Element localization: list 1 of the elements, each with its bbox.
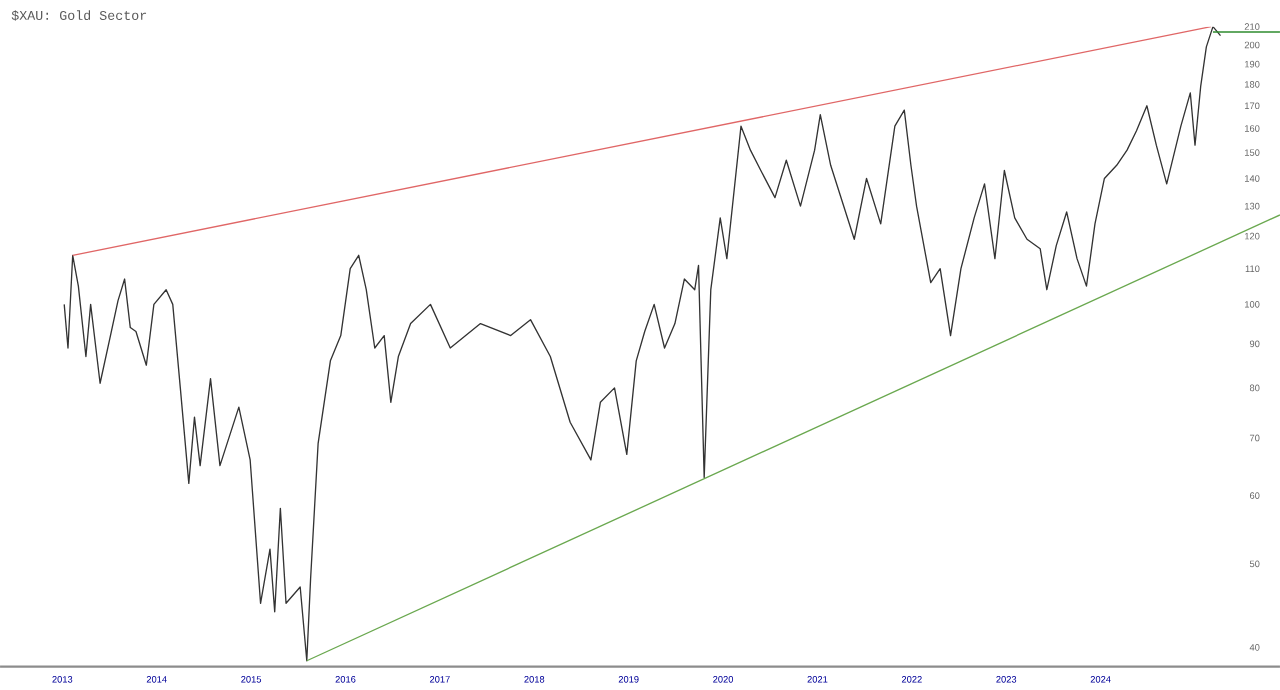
line-series	[63, 26, 1222, 662]
